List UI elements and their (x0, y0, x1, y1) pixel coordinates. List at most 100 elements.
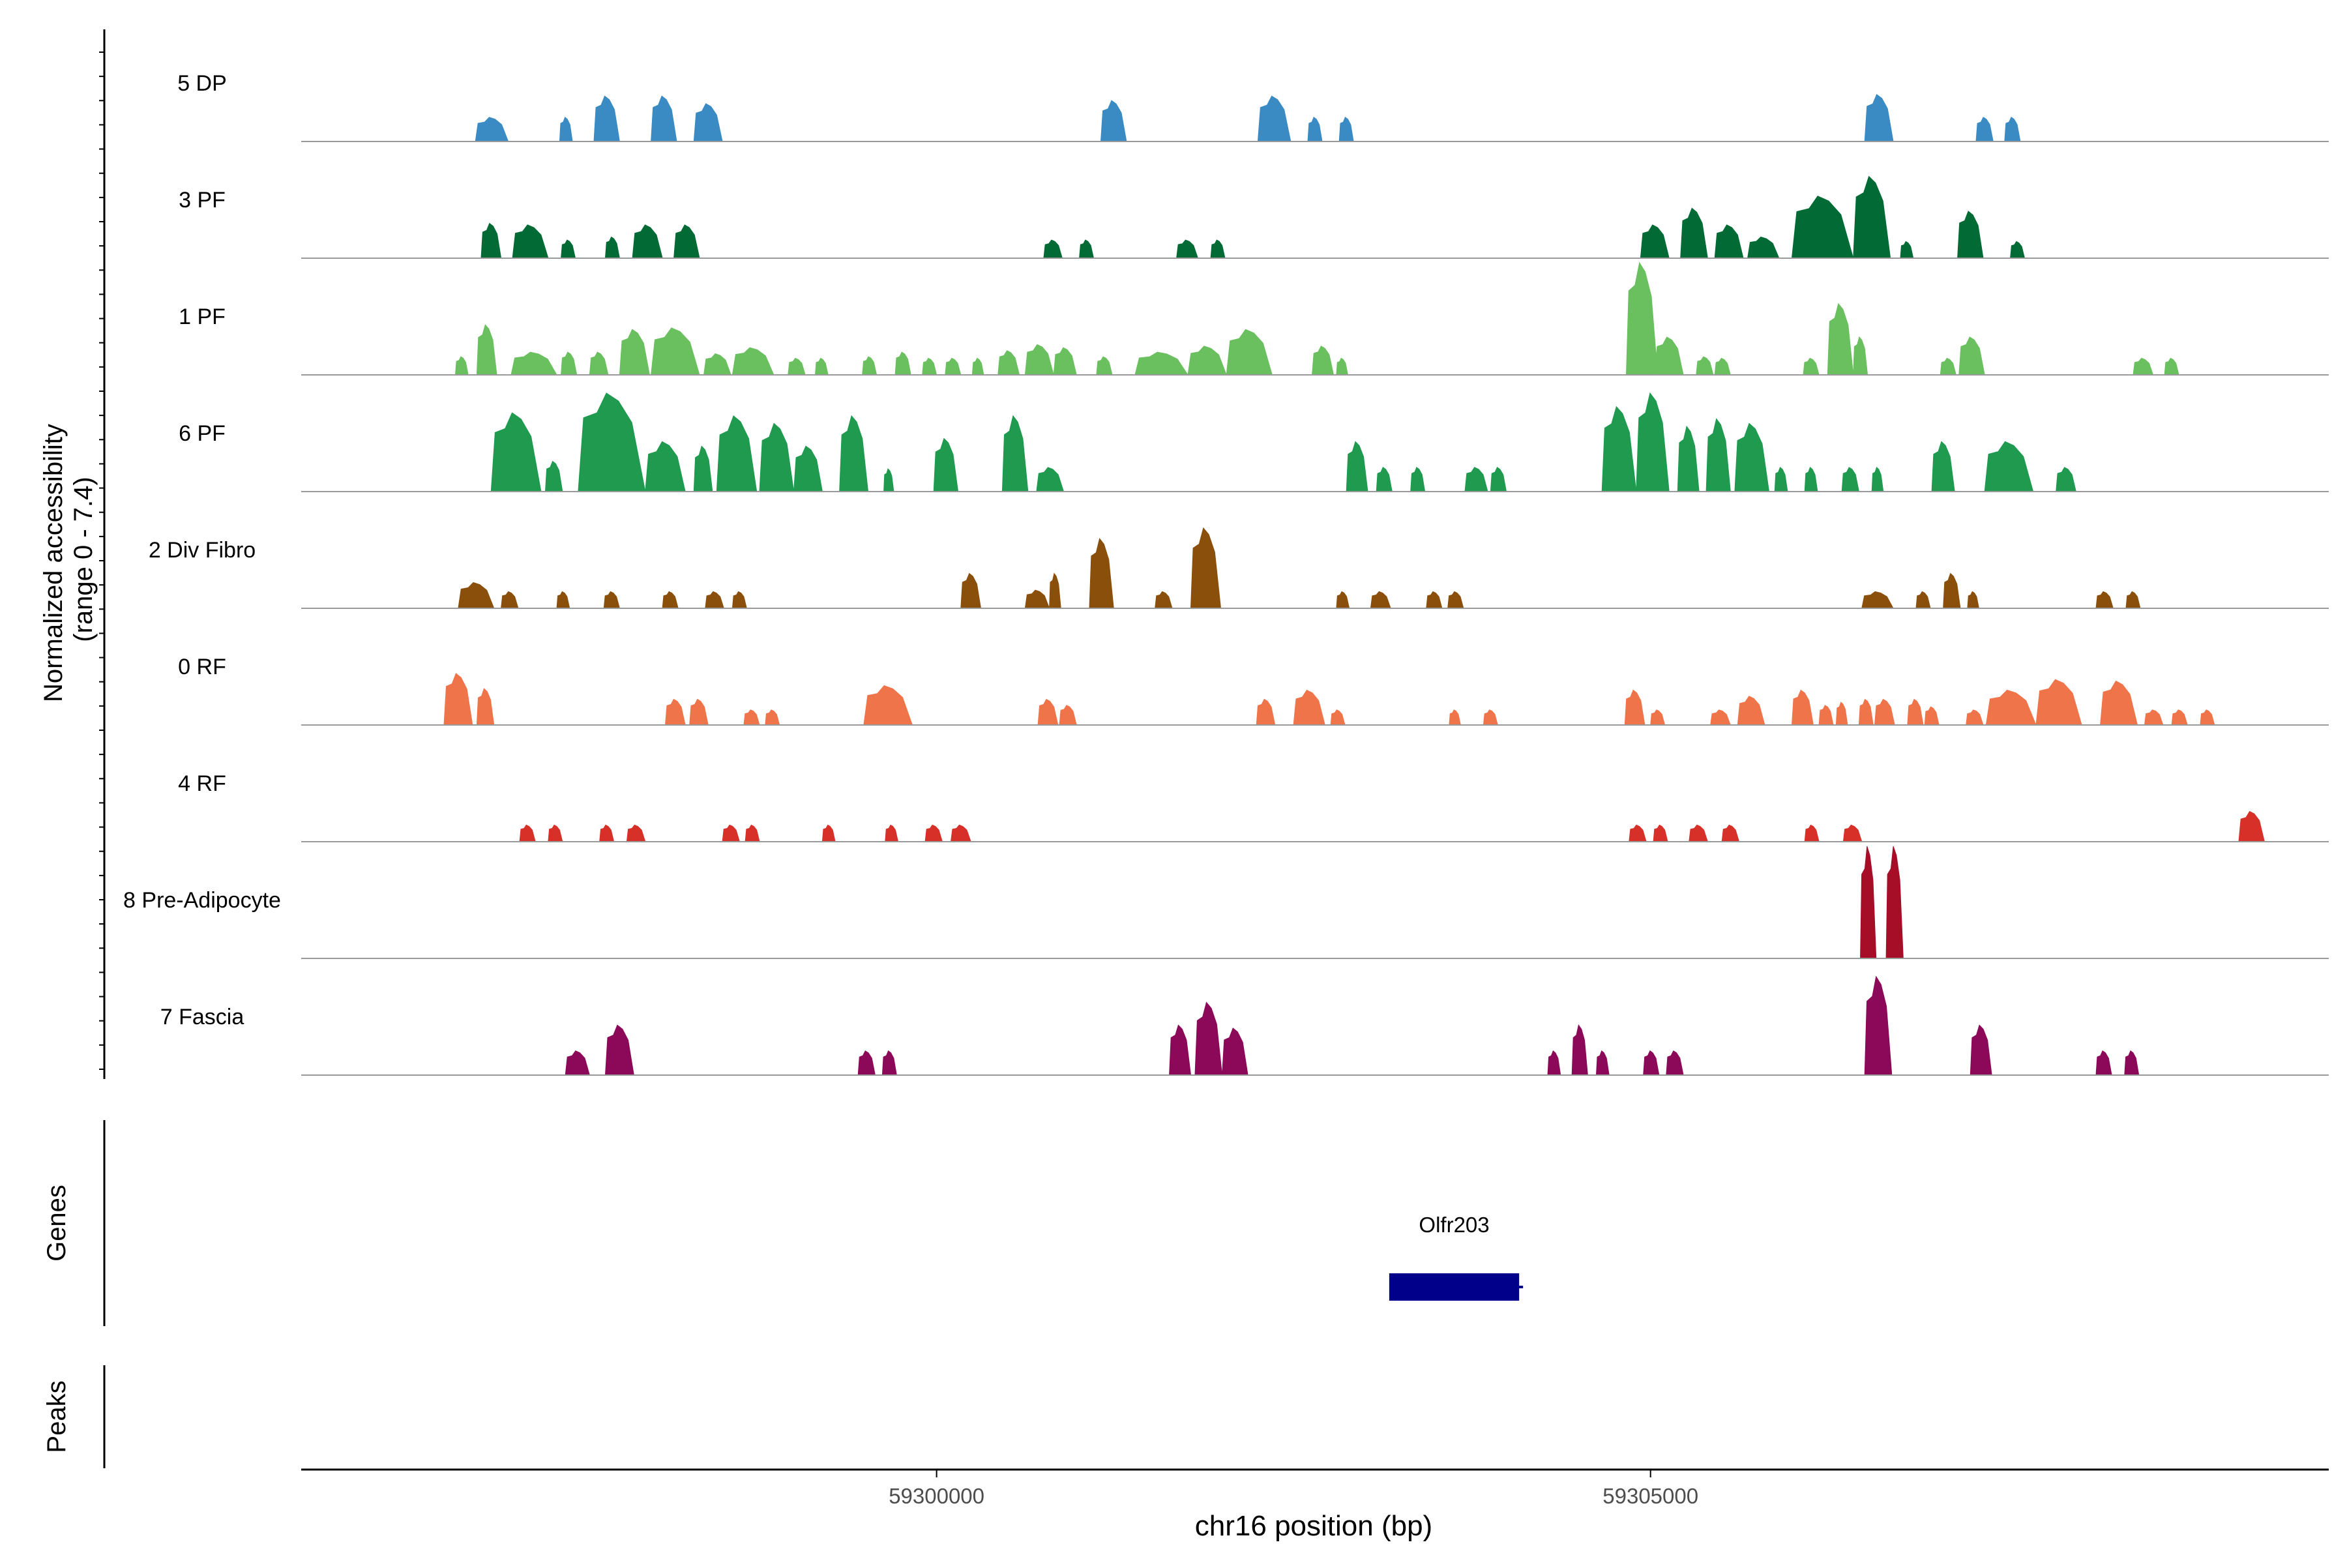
coverage-peak (1943, 572, 1961, 609)
coverage-peak (1426, 591, 1443, 609)
coverage-peak (1312, 346, 1335, 376)
coverage-peak (759, 422, 795, 492)
x-tick-label: 59305000 (1602, 1484, 1698, 1508)
coverage-peak (950, 824, 971, 842)
coverage-peak (2171, 709, 2188, 726)
coverage-peak (1666, 1050, 1684, 1076)
coverage-peak (480, 222, 502, 259)
coverage-peak (1714, 224, 1744, 259)
y-axis (99, 29, 106, 1079)
coverage-peak (1370, 591, 1391, 609)
coverage-peak (1336, 591, 1350, 609)
coverage-peak (945, 357, 962, 376)
coverage-peak (922, 357, 937, 376)
coverage-peak (1804, 466, 1818, 492)
coverage-peak (1001, 415, 1029, 492)
coverage-peak (793, 445, 823, 492)
coverage-peak (604, 236, 621, 259)
track-4-rf: 4 RF (178, 771, 2329, 842)
coverage-peak (1134, 351, 1189, 376)
coverage-peak (863, 685, 913, 726)
coverage-peak (1705, 418, 1731, 492)
track-1-pf: 1 PF (179, 261, 2329, 376)
coverage-peak (1791, 689, 1814, 726)
coverage-peak (561, 351, 578, 376)
coverage-peak (1835, 702, 1848, 726)
track-3-pf: 3 PF (179, 175, 2329, 259)
coverage-peak (1841, 467, 1860, 492)
coverage-peak (1595, 1050, 1610, 1076)
x-axis-ticks: 59300000 59305000 (889, 1470, 1698, 1508)
coverage-peak (1547, 1050, 1561, 1076)
coverage-peak (862, 356, 878, 376)
coverage-peak (1696, 356, 1714, 376)
coverage-peak (559, 116, 573, 142)
coverage-peak (1187, 346, 1227, 376)
coverage-peak (1804, 824, 1820, 842)
track-label: 0 RF (178, 655, 226, 679)
coverage-peak (604, 1024, 634, 1076)
coverage-peak (960, 572, 982, 609)
coverage-peak (458, 582, 495, 609)
coverage-peak (1966, 709, 1984, 726)
coverage-peak (1747, 236, 1780, 259)
coverage-peak (1985, 689, 2037, 726)
coverage-peak (1222, 1028, 1248, 1076)
coverage-peak (1970, 1024, 1992, 1076)
coverage-peak (556, 591, 570, 609)
gene-label: Olfr203 (1419, 1213, 1489, 1237)
gene-annotations: Olfr203 (1389, 1213, 1524, 1301)
x-tick-label: 59300000 (889, 1484, 984, 1508)
coverage-peak (1984, 441, 2034, 492)
coverage-peak (1601, 406, 1637, 492)
coverage-peak (1049, 572, 1061, 609)
coverage-peak (673, 224, 700, 259)
coverage-peak (1410, 467, 1426, 492)
coverage-peak (2125, 591, 2141, 609)
coverage-peak (1654, 336, 1684, 376)
coverage-peak (1689, 824, 1708, 842)
coverage-peak (1931, 441, 1955, 492)
coverage-peak (1827, 303, 1854, 376)
coverage-peak (593, 95, 620, 142)
coverage-peak (544, 460, 563, 492)
coverage-peak (1059, 705, 1077, 726)
coverage-peak (1449, 709, 1462, 726)
coverage-peak (1043, 239, 1063, 259)
coverage-peak (971, 357, 984, 376)
coverage-peak (1714, 357, 1731, 376)
coverage-peak (839, 415, 869, 492)
coverage-peak (1176, 239, 1199, 259)
y-axis-label: Normalized accessibility (range 0 - 7.4) (39, 417, 98, 702)
coverage-peak (1089, 537, 1114, 609)
coverage-peak (894, 351, 911, 376)
coverage-peak (1967, 591, 1980, 609)
coverage-peak (1256, 698, 1276, 726)
track-7-fascia: 7 Fascia (160, 975, 2329, 1076)
coverage-peak (1915, 591, 1931, 609)
coverage-peak (1900, 241, 1914, 259)
coverage-peak (731, 591, 747, 609)
coverage-peak (1653, 824, 1668, 842)
coverage-peak (1650, 709, 1666, 726)
coverage-peak (2124, 1050, 2140, 1076)
track-label: 5 DP (177, 71, 227, 96)
coverage-peak (716, 415, 758, 492)
coverage-peak (626, 824, 646, 842)
coverage-peak (662, 591, 679, 609)
coverage-peak (1958, 336, 1985, 376)
coverage-peak (2035, 679, 2082, 726)
coverage-peak (2200, 709, 2215, 726)
coverage-peak (1774, 466, 1788, 492)
coverage-peak (2100, 680, 2138, 726)
coverage-peak (1636, 392, 1670, 492)
coverage-peak (693, 445, 713, 492)
coverage-peak (632, 224, 663, 259)
coverage-peak (2133, 357, 2154, 376)
coverage-peak (1210, 239, 1226, 259)
coverage-peak (997, 350, 1020, 376)
coverage-peak (475, 117, 509, 142)
track-2-div-fibro: 2 Div Fibro (149, 527, 2329, 609)
peaks-track-label: Peaks (42, 1380, 71, 1453)
